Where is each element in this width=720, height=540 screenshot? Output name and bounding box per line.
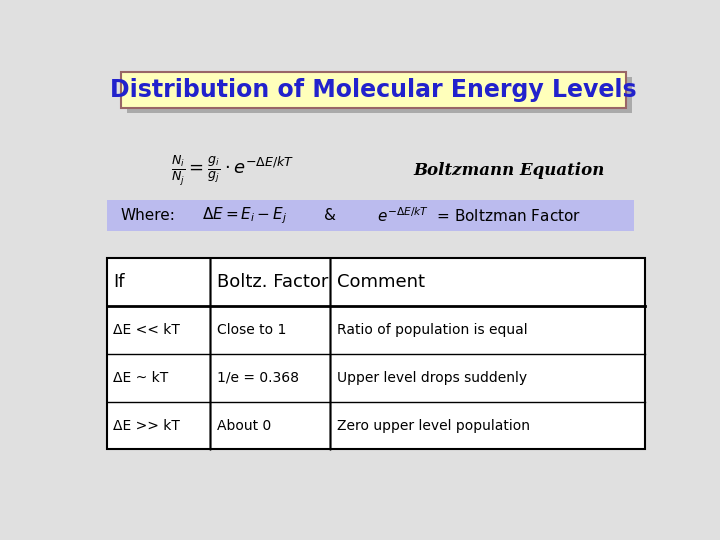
Text: 1/e = 0.368: 1/e = 0.368 [217, 370, 299, 384]
Text: About 0: About 0 [217, 418, 271, 433]
Text: &: & [324, 208, 336, 223]
Bar [107, 200, 634, 231]
Text: If: If [114, 273, 125, 291]
Text: ΔE << kT: ΔE << kT [114, 323, 180, 337]
Bar [121, 72, 626, 109]
Text: Boltzmann Equation: Boltzmann Equation [413, 163, 605, 179]
Text: $e^{-\Delta E/kT}$  = Boltzman Factor: $e^{-\Delta E/kT}$ = Boltzman Factor [377, 206, 582, 225]
Text: ΔE >> kT: ΔE >> kT [114, 418, 180, 433]
Bar [107, 258, 645, 449]
Text: ΔE ~ kT: ΔE ~ kT [114, 370, 168, 384]
Text: Zero upper level population: Zero upper level population [337, 418, 530, 433]
Text: $\Delta E = E_i - E_j$: $\Delta E = E_i - E_j$ [202, 205, 287, 226]
Text: Ratio of population is equal: Ratio of population is equal [337, 323, 527, 337]
Text: Where:: Where: [121, 208, 176, 223]
Text: Distribution of Molecular Energy Levels: Distribution of Molecular Energy Levels [110, 78, 636, 103]
Text: Upper level drops suddenly: Upper level drops suddenly [337, 370, 527, 384]
Text: Close to 1: Close to 1 [217, 323, 286, 337]
Text: Boltz. Factor: Boltz. Factor [217, 273, 328, 291]
Bar [127, 77, 632, 113]
Text: $\frac{N_i}{N_j} = \frac{g_i}{g_j} \cdot e^{-\Delta E/kT}$: $\frac{N_i}{N_j} = \frac{g_i}{g_j} \cdot… [171, 154, 294, 188]
Text: Comment: Comment [337, 273, 425, 291]
